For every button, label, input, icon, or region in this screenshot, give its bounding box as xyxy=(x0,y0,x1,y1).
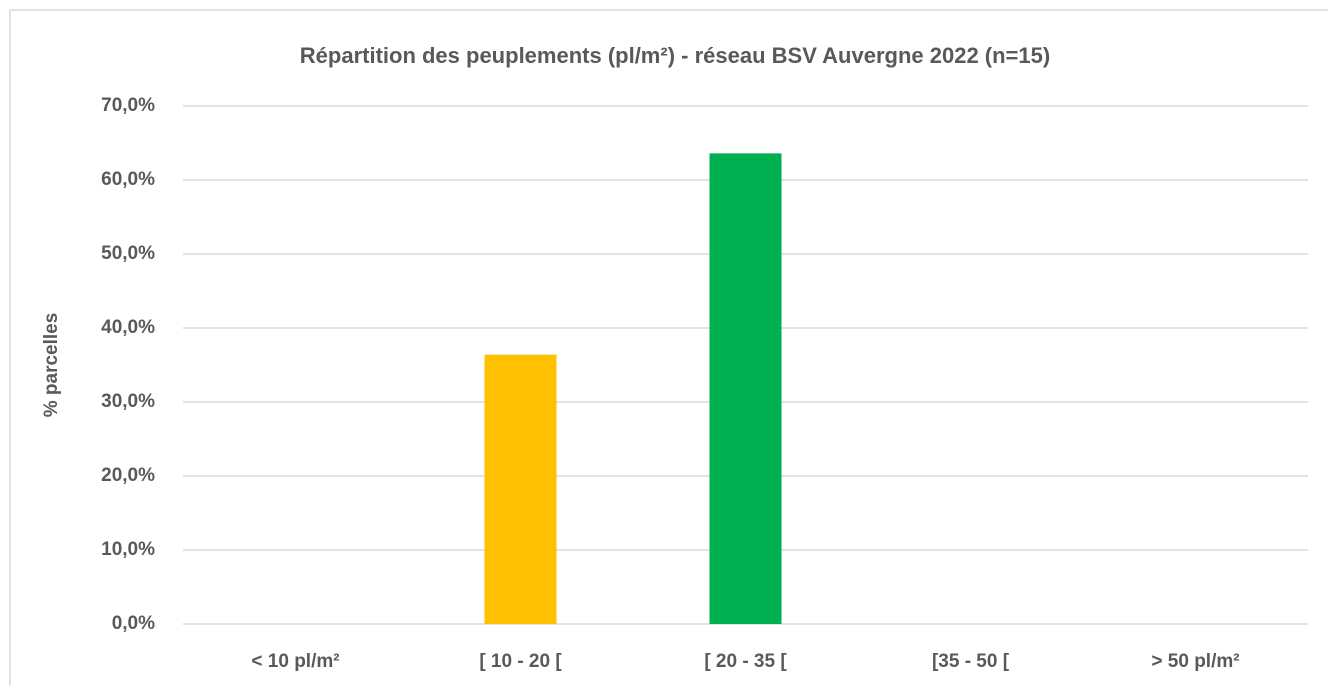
y-tick-label: 70,0% xyxy=(101,95,155,116)
chart-title: Répartition des peuplements (pl/m²) - ré… xyxy=(300,43,1050,68)
y-tick-label: 10,0% xyxy=(101,539,155,560)
y-tick-label: 50,0% xyxy=(101,243,155,264)
y-tick-label: 20,0% xyxy=(101,465,155,486)
x-tick-label: [ 20 - 35 [ xyxy=(704,651,787,672)
y-tick-label: 0,0% xyxy=(112,613,155,634)
y-tick-label: 40,0% xyxy=(101,317,155,338)
bar xyxy=(709,153,782,625)
y-axis-label: % parcelles xyxy=(41,313,62,418)
x-tick-label: < 10 pl/m² xyxy=(251,651,339,672)
x-tick-label: > 50 pl/m² xyxy=(1151,651,1239,672)
x-tick-label: [35 - 50 [ xyxy=(932,651,1010,672)
x-tick-label: [ 10 - 20 [ xyxy=(479,651,562,672)
bar xyxy=(484,354,557,624)
y-tick-label: 30,0% xyxy=(101,391,155,412)
y-tick-label: 60,0% xyxy=(101,169,155,190)
chart-border xyxy=(9,9,1328,686)
